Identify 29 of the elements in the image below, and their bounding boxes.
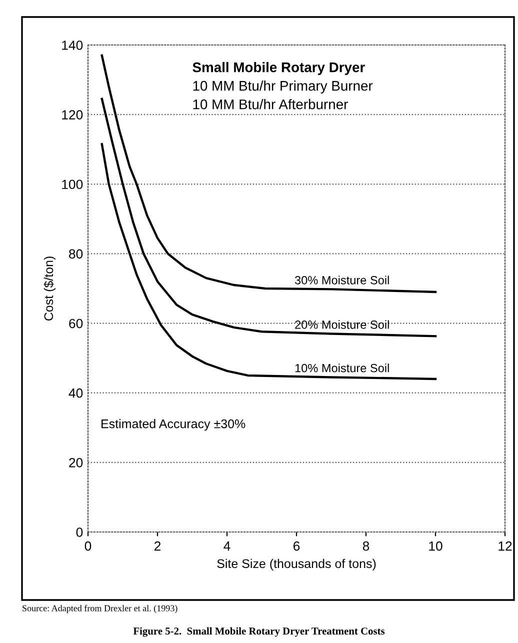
y-tick-label: 80 [69, 249, 83, 259]
y-tick-label: 20 [69, 458, 83, 468]
x-tick-label: 12 [498, 541, 512, 551]
y-axis-title: Cost ($/ton) [44, 256, 56, 321]
y-tick-label: 120 [62, 110, 83, 120]
y-tick-label: 40 [68, 388, 83, 398]
line-series [100, 54, 437, 294]
source-note: Source: Adapted from Drexler et al. (1993) [22, 604, 178, 614]
line-series [100, 98, 437, 338]
y-tick-label: 0 [76, 528, 83, 537]
series-label: 20% Moisture Soil [295, 320, 389, 329]
x-tick-label: 0 [84, 541, 92, 551]
y-tick-label: 100 [62, 180, 83, 190]
y-tick-label: 140 [62, 40, 83, 50]
series-label: 30% Moisture Soil [294, 276, 389, 284]
x-tick-label: 8 [362, 541, 370, 551]
x-tick-label: 4 [224, 542, 230, 551]
annotation: 10 MM Btu/hr Afterburner [193, 99, 348, 110]
annotation: 10 MM Btu/hr Primary Burner [193, 80, 373, 94]
annotation: Small Mobile Rotary Dryer [192, 62, 365, 75]
annotation: Estimated Accuracy ±30% [102, 419, 246, 431]
x-tick-label: 6 [294, 541, 300, 551]
line-series [100, 143, 437, 380]
x-tick-label: 2 [154, 541, 161, 551]
x-tick-label: 10 [429, 541, 442, 551]
y-tick-label: 60 [69, 318, 83, 328]
series-label: 10% Moisture Soil [295, 364, 389, 372]
text: Figure 5-2. Small Mobile Rotary Dryer Treatment Costs [133, 627, 385, 637]
x-axis-title: Site Size (thousands of tons) [217, 558, 376, 571]
